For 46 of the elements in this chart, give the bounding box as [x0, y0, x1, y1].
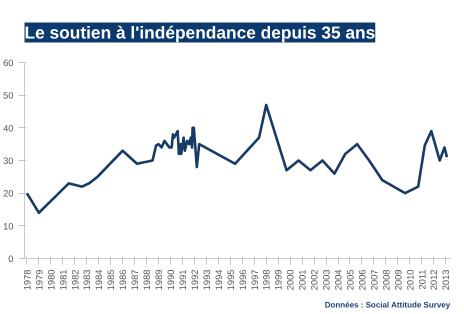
y-tick-label: 50: [3, 90, 14, 101]
chart-title: Le soutien à l'indépendance depuis 35 ans: [24, 22, 376, 42]
x-tick-label: 1986: [118, 269, 128, 290]
x-tick-label: 1979: [34, 269, 44, 290]
x-tick-label: 2010: [405, 269, 416, 290]
line-series: [26, 104, 448, 214]
x-tick-label: 2009: [393, 269, 404, 290]
x-tick-label: 1988: [142, 269, 152, 290]
x-tick-label: 2002: [310, 269, 320, 290]
y-tick-label: 30: [3, 156, 14, 166]
x-tick-label: 2013: [441, 269, 452, 290]
x-tick-label: 2005: [345, 269, 356, 290]
x-tick-label: 2003: [322, 269, 332, 290]
x-tick-label: 2006: [357, 269, 368, 290]
x-tick-label: 1982: [70, 269, 80, 290]
x-tick-label: 1998: [262, 269, 272, 290]
y-tick-label: 40: [3, 123, 14, 134]
y-tick-label: 20: [3, 188, 14, 199]
x-tick-label: 1993: [202, 269, 212, 290]
x-tick-label: 1990: [166, 269, 176, 290]
x-tick-label: 1978: [22, 269, 32, 290]
y-tick-label: 60: [3, 58, 14, 68]
x-tick-label: 1983: [82, 269, 92, 290]
x-tick-label: 1992: [190, 269, 200, 290]
x-tick-label: 1997: [250, 269, 260, 290]
x-tick-label: 1991: [178, 269, 188, 290]
x-tick-label: 1987: [130, 269, 140, 290]
x-tick-label: 1999: [274, 269, 284, 290]
x-tick-label: 1996: [238, 269, 248, 290]
x-tick-label: 1989: [154, 269, 164, 290]
x-tick-label: 2007: [369, 269, 380, 290]
x-tick-label: 1981: [58, 269, 68, 290]
x-tick-label: 1985: [106, 269, 116, 290]
x-tick-label: 2004: [334, 269, 344, 290]
x-tick-label: 1994: [214, 269, 224, 290]
x-tick-label: 2011: [417, 269, 428, 290]
x-tick-label: 2001: [298, 269, 308, 290]
x-tick-label: 2008: [381, 269, 392, 290]
text: Données : Social Attitude Survey: [324, 300, 451, 310]
y-tick-label: 10: [3, 221, 14, 232]
x-tick-label: 2012: [429, 269, 440, 290]
x-tick-label: 1980: [46, 269, 56, 290]
x-tick-label: 1995: [226, 269, 236, 290]
x-tick-label: 2000: [286, 269, 296, 290]
x-tick-label: 1984: [94, 269, 104, 290]
y-tick-label: 0: [8, 254, 14, 264]
